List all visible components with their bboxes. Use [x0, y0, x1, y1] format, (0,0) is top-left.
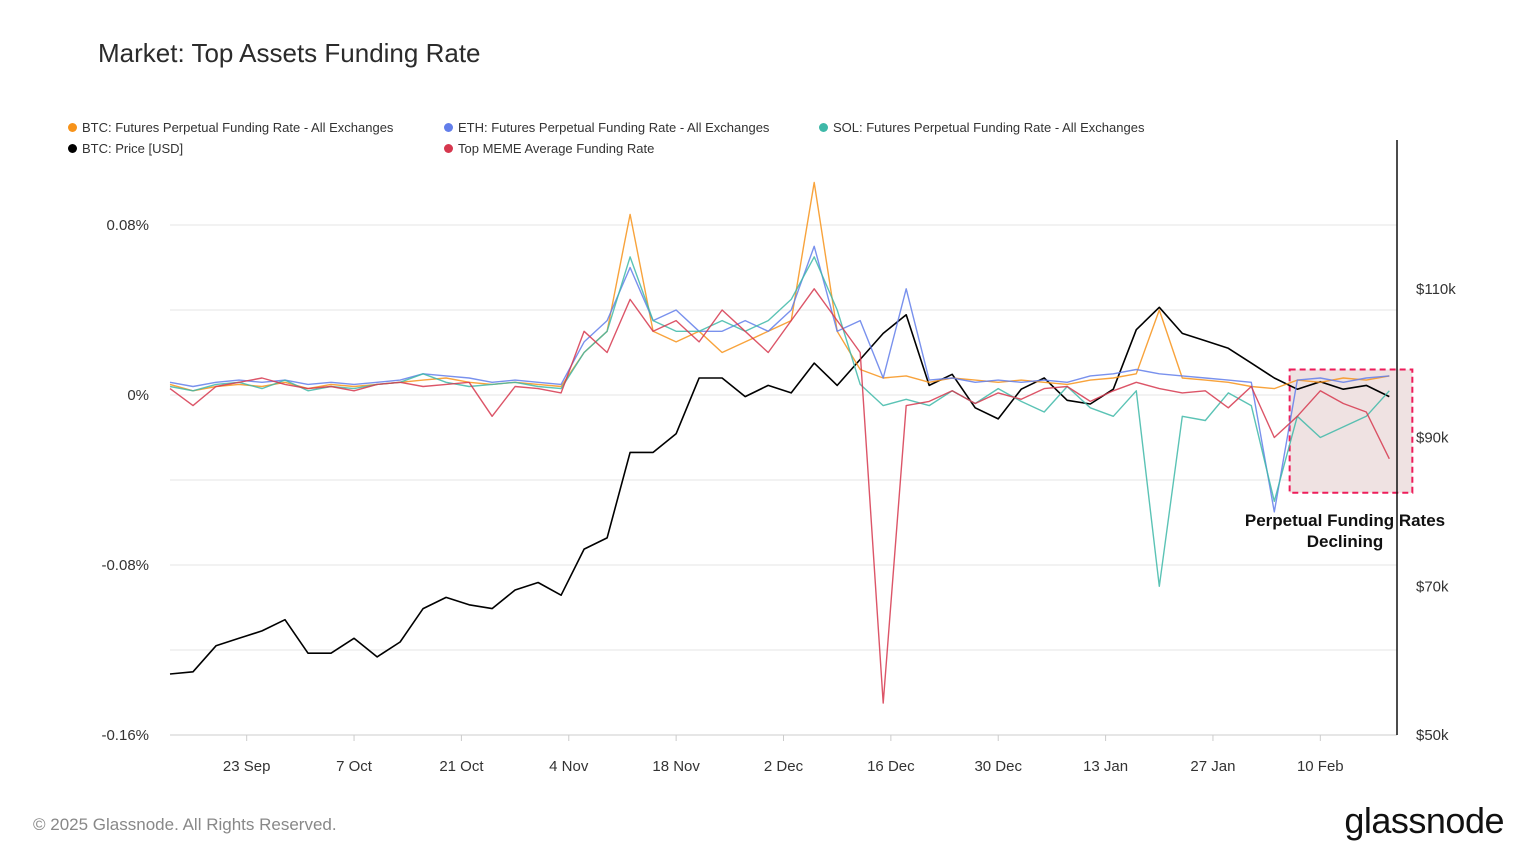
y-right-tick-label: $110k [1416, 281, 1456, 298]
legend-item-btc-price[interactable]: BTC: Price [USD] [68, 141, 183, 156]
y-left-tick-label: 0.08% [106, 217, 149, 234]
legend-item-btc-funding[interactable]: BTC: Futures Perpetual Funding Rate - Al… [68, 120, 393, 135]
chart-title: Market: Top Assets Funding Rate [98, 38, 481, 68]
legend-item-sol-funding[interactable]: SOL: Futures Perpetual Funding Rate - Al… [819, 120, 1144, 135]
y-left-tick-label: -0.08% [101, 557, 149, 574]
x-tick-label: 7 Oct [336, 758, 373, 775]
legend-dot-icon [444, 123, 453, 132]
legend-dot-icon [68, 123, 77, 132]
legend-item-meme-funding[interactable]: Top MEME Average Funding Rate [444, 141, 654, 156]
legend-dot-icon [819, 123, 828, 132]
series-line-sol-futures-perpetual-funding-rate-all-exchanges [169, 256, 1390, 587]
legend-label: SOL: Futures Perpetual Funding Rate - Al… [833, 120, 1145, 135]
annotation-line-2: Declining [1306, 532, 1384, 551]
legend-label: Top MEME Average Funding Rate [458, 141, 655, 156]
x-tick-label: 4 Nov [549, 758, 589, 775]
legend-dot-icon [444, 144, 453, 153]
x-tick-label: 30 Dec [974, 758, 1022, 775]
legend-dot-icon [68, 144, 77, 153]
series-line-btc-futures-perpetual-funding-rate-all-exchanges [169, 181, 1390, 392]
annotation-label: Perpetual Funding Rates Declining [1234, 510, 1456, 552]
x-tick-label: 10 Feb [1297, 758, 1344, 775]
x-tick-label: 27 Jan [1190, 758, 1235, 775]
x-tick-label: 13 Jan [1083, 758, 1128, 775]
series-line-btc-price-usd- [169, 306, 1390, 675]
series-line-eth-futures-perpetual-funding-rate-all-exchanges [169, 245, 1390, 513]
y-left-tick-label: 0% [127, 387, 149, 404]
x-tick-label: 16 Dec [867, 758, 915, 775]
y-right-tick-label: $90k [1416, 430, 1449, 447]
x-tick-label: 2 Dec [764, 758, 804, 775]
y-right-tick-label: $70k [1416, 578, 1449, 595]
series-line-top-meme-average-funding-rate [169, 288, 1390, 704]
x-tick-label: 23 Sep [223, 758, 271, 775]
legend-label: BTC: Price [USD] [82, 141, 184, 156]
x-tick-label: 21 Oct [439, 758, 484, 775]
legend-item-eth-funding[interactable]: ETH: Futures Perpetual Funding Rate - Al… [444, 120, 769, 135]
copyright: © 2025 Glassnode. All Rights Reserved. [33, 815, 337, 834]
annotation-box [1288, 368, 1414, 494]
legend-label: BTC: Futures Perpetual Funding Rate - Al… [82, 120, 394, 135]
x-tick-label: 18 Nov [652, 758, 700, 775]
glassnode-logo: glassnode [1344, 800, 1504, 841]
y-left-tick-label: -0.16% [101, 727, 149, 744]
y-right-tick-label: $50k [1416, 727, 1449, 744]
legend-label: ETH: Futures Perpetual Funding Rate - Al… [458, 120, 770, 135]
annotation-line-1: Perpetual Funding Rates [1244, 511, 1446, 530]
